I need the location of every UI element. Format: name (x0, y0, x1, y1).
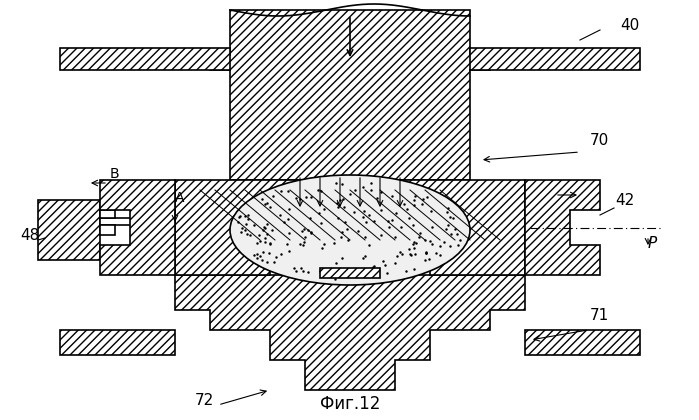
Text: P: P (648, 236, 657, 251)
Text: 40: 40 (620, 18, 640, 33)
Polygon shape (100, 180, 175, 275)
Polygon shape (100, 210, 115, 218)
Text: B: B (110, 167, 120, 181)
Text: 70: 70 (590, 133, 610, 148)
Ellipse shape (230, 175, 470, 285)
Text: 72: 72 (195, 393, 215, 408)
Polygon shape (100, 225, 115, 235)
Polygon shape (320, 268, 380, 278)
Polygon shape (175, 275, 525, 390)
Text: 71: 71 (590, 308, 610, 323)
Polygon shape (210, 10, 490, 200)
Text: 42: 42 (615, 193, 634, 208)
Polygon shape (60, 330, 175, 355)
Polygon shape (470, 48, 640, 70)
Polygon shape (38, 200, 100, 260)
Text: 48: 48 (20, 228, 39, 243)
Text: A: A (175, 191, 185, 205)
Polygon shape (525, 330, 640, 355)
Polygon shape (390, 180, 525, 275)
Polygon shape (175, 180, 310, 275)
Polygon shape (525, 180, 600, 275)
Polygon shape (100, 218, 205, 225)
Polygon shape (60, 48, 230, 70)
Text: Фиг.12: Фиг.12 (320, 395, 380, 413)
